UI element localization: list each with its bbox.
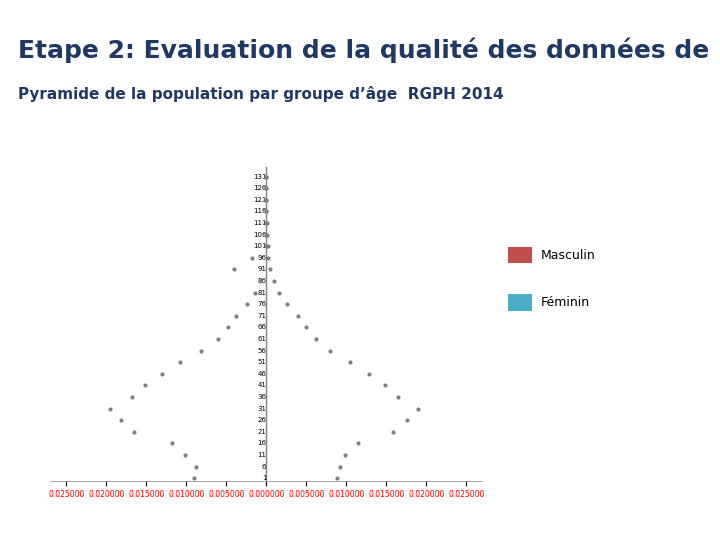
- Point: [179, 451, 191, 460]
- Point: [241, 300, 253, 308]
- Text: 131: 131: [253, 174, 266, 180]
- Point: [261, 207, 272, 216]
- Point: [104, 404, 116, 413]
- Text: 76: 76: [258, 301, 266, 307]
- Point: [260, 231, 271, 239]
- Point: [413, 404, 424, 413]
- Text: 126: 126: [253, 185, 266, 191]
- Point: [190, 462, 202, 471]
- Point: [261, 219, 272, 227]
- Text: 6: 6: [262, 464, 266, 470]
- Text: 1: 1: [262, 475, 266, 481]
- Point: [166, 439, 178, 448]
- Text: 106: 106: [253, 232, 266, 238]
- Point: [230, 312, 242, 320]
- Point: [212, 335, 223, 343]
- Point: [363, 369, 374, 378]
- Text: 116: 116: [253, 208, 266, 214]
- FancyBboxPatch shape: [508, 247, 532, 263]
- Point: [310, 335, 322, 343]
- Text: 51: 51: [258, 359, 266, 365]
- Point: [265, 265, 276, 274]
- Point: [129, 428, 140, 436]
- Point: [246, 254, 258, 262]
- Point: [301, 323, 312, 332]
- Point: [261, 172, 272, 181]
- Point: [261, 184, 272, 193]
- Point: [261, 172, 272, 181]
- Text: 11: 11: [258, 452, 266, 458]
- Text: 121: 121: [253, 197, 266, 203]
- Point: [387, 428, 399, 436]
- Point: [379, 381, 390, 390]
- Point: [254, 277, 266, 286]
- Text: 66: 66: [258, 325, 266, 330]
- Point: [274, 288, 285, 297]
- Text: Pyramide de la population par groupe d’âge  RGPH 2014: Pyramide de la population par groupe d’â…: [18, 86, 503, 103]
- Point: [260, 242, 271, 251]
- Text: 36: 36: [258, 394, 266, 400]
- Point: [402, 416, 413, 424]
- Text: 96: 96: [258, 255, 266, 261]
- Point: [249, 288, 261, 297]
- Point: [261, 195, 272, 204]
- Point: [268, 277, 279, 286]
- Point: [157, 369, 168, 378]
- Point: [261, 207, 272, 216]
- Point: [392, 393, 404, 401]
- Point: [331, 474, 343, 483]
- Text: 46: 46: [258, 371, 266, 377]
- Point: [189, 474, 200, 483]
- Point: [261, 219, 272, 227]
- Text: 26: 26: [258, 417, 266, 423]
- Text: 21: 21: [258, 429, 266, 435]
- Point: [229, 265, 240, 274]
- Point: [139, 381, 150, 390]
- Text: 81: 81: [258, 289, 266, 296]
- Text: 31: 31: [258, 406, 266, 411]
- Point: [262, 254, 274, 262]
- Point: [195, 346, 207, 355]
- Point: [262, 242, 274, 251]
- Point: [222, 323, 234, 332]
- Text: 41: 41: [258, 382, 266, 388]
- Point: [325, 346, 336, 355]
- Point: [353, 439, 364, 448]
- Text: 91: 91: [258, 266, 266, 273]
- Text: Etape 2: Evaluation de la qualité des données de bases: Etape 2: Evaluation de la qualité des do…: [18, 38, 720, 63]
- Text: 16: 16: [258, 441, 266, 447]
- Point: [282, 300, 293, 308]
- Text: 71: 71: [258, 313, 266, 319]
- Point: [334, 462, 346, 471]
- Text: 101: 101: [253, 244, 266, 249]
- Text: 61: 61: [258, 336, 266, 342]
- Point: [261, 184, 272, 193]
- Text: 111: 111: [253, 220, 266, 226]
- Text: 86: 86: [258, 278, 266, 284]
- Point: [261, 231, 273, 239]
- Point: [126, 393, 138, 401]
- Point: [345, 358, 356, 367]
- FancyBboxPatch shape: [508, 294, 532, 310]
- Point: [174, 358, 186, 367]
- Point: [292, 312, 304, 320]
- Point: [115, 416, 127, 424]
- Point: [261, 195, 272, 204]
- Text: Féminin: Féminin: [540, 296, 590, 309]
- Text: Masculin: Masculin: [540, 248, 595, 262]
- Text: 56: 56: [258, 348, 266, 354]
- Point: [339, 451, 351, 460]
